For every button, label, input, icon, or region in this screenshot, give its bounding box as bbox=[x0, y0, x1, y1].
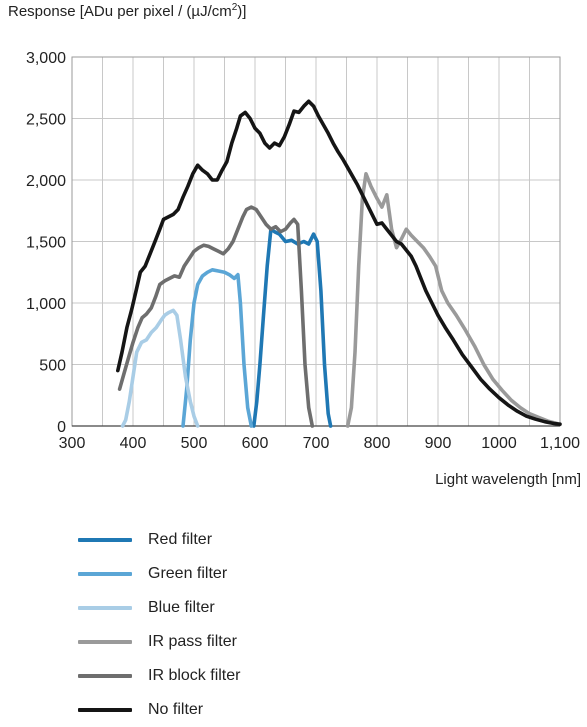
x-tick-label: 800 bbox=[364, 435, 391, 452]
legend-item: Green filter bbox=[78, 557, 240, 591]
x-tick-label: 600 bbox=[242, 435, 269, 452]
legend-swatch bbox=[78, 674, 132, 678]
series-line-ir-block-filter bbox=[117, 205, 315, 428]
legend-label: No filter bbox=[148, 701, 204, 718]
legend-swatch bbox=[78, 572, 132, 576]
legend: Red filter Green filter Blue filter IR pass… bbox=[78, 523, 240, 727]
legend-item: IR block filter bbox=[78, 659, 240, 693]
legend-label: Red filter bbox=[148, 531, 213, 548]
y-tick-label: 1,000 bbox=[26, 296, 66, 313]
series-line-green-filter bbox=[181, 268, 254, 428]
legend-label: Green filter bbox=[148, 565, 228, 582]
series-line-ir-pass-filter bbox=[345, 172, 559, 428]
series-lines bbox=[116, 99, 562, 428]
series-line-no-filter bbox=[116, 99, 562, 426]
y-tick-label: 500 bbox=[39, 358, 66, 375]
axes bbox=[71, 56, 561, 427]
legend-swatch bbox=[78, 538, 132, 542]
legend-label: IR pass filter bbox=[148, 633, 237, 650]
x-tick-label: 900 bbox=[425, 435, 452, 452]
x-tick-label: 1,100 bbox=[540, 435, 580, 452]
legend-swatch bbox=[78, 606, 132, 610]
legend-label: Blue filter bbox=[148, 599, 215, 616]
series-line-blue-filter bbox=[120, 308, 200, 428]
legend-label: IR block filter bbox=[148, 667, 241, 684]
legend-item: IR pass filter bbox=[78, 625, 240, 659]
x-tick-label: 400 bbox=[120, 435, 147, 452]
legend-swatch bbox=[78, 640, 132, 644]
legend-item: Blue filter bbox=[78, 591, 240, 625]
x-tick-label: 300 bbox=[59, 435, 86, 452]
tick-labels: 0 500 1,000 1,500 2,000 2,500 3,000 300 400 500 60… bbox=[26, 50, 580, 452]
y-tick-label: 1,500 bbox=[26, 235, 66, 252]
series-line-red-filter bbox=[252, 227, 333, 428]
x-tick-label: 700 bbox=[303, 435, 330, 452]
legend-item: No filter bbox=[78, 693, 240, 727]
chart-plot: 0 500 1,000 1,500 2,000 2,500 3,000 300 400 500 60… bbox=[26, 50, 580, 452]
y-axis-label: Response [ADu per pixel / (µJ/cm2)] bbox=[8, 2, 247, 20]
legend-swatch bbox=[78, 708, 132, 712]
y-tick-label: 2,500 bbox=[26, 112, 66, 129]
x-axis-label: Light wavelength [nm] bbox=[435, 471, 581, 488]
x-tick-label: 1000 bbox=[481, 435, 517, 452]
y-tick-label: 3,000 bbox=[26, 50, 66, 67]
legend-item: Red filter bbox=[78, 523, 240, 557]
y-tick-label: 2,000 bbox=[26, 173, 66, 190]
y-tick-label: 0 bbox=[57, 419, 66, 436]
x-tick-label: 500 bbox=[181, 435, 208, 452]
